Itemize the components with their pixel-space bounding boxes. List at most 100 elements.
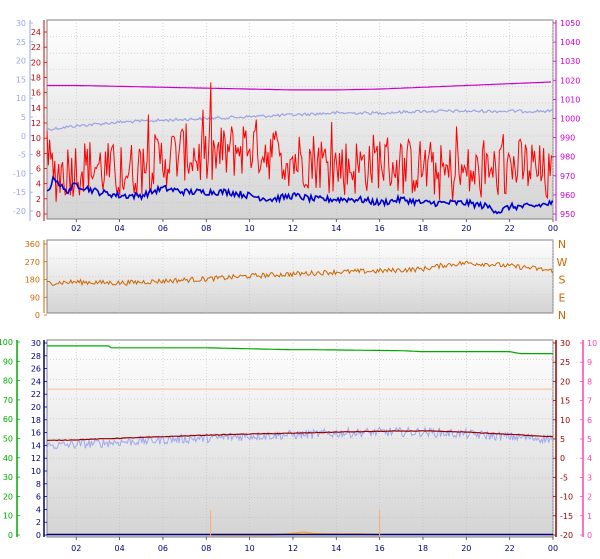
rain-tick-label: 28 [31,352,41,361]
time-label: 04 [115,224,125,233]
bottom-time-label: 08 [201,544,211,553]
wind-tick-label: 6 [36,165,41,174]
rain-tick-label: 6 [36,493,41,502]
bottom-time-label: 06 [158,544,168,553]
time-label: 14 [331,224,341,233]
series-humidity-line [47,345,553,355]
bottom-time-label: 12 [288,544,298,553]
direction-tick-label: 360 [25,240,40,249]
uv-tick-label: 5 [587,435,592,444]
time-label: 06 [158,224,168,233]
bottom-time-label: 18 [418,544,428,553]
outer-left-tick-label: -20 [13,207,26,216]
bottom-time-label: 10 [245,544,255,553]
uv-tick-label: 2 [587,493,592,502]
series-temperature-c-line [46,430,554,442]
uv-tick-label: 7 [587,397,592,406]
temperature-tick-label: -15 [560,512,573,521]
bottom-time-label: 14 [331,544,341,553]
series-direction-line [47,260,553,287]
humidity-panel [46,339,554,538]
rain-tick-label: 24 [31,377,41,386]
uv-tick-label: 1 [587,512,592,521]
temperature-tick-label: 10 [560,416,570,425]
bottom-time-label: 16 [375,544,385,553]
humidity-tick-label: 90 [3,357,13,366]
outer-left-tick-label: -15 [13,188,26,197]
humidity-tick-label: 40 [3,454,13,463]
series-barometer-line [47,81,552,91]
uv-tick-label: 9 [587,358,592,367]
time-label: 08 [201,224,211,233]
uv-tick-label: 0 [587,531,592,540]
outer-left-tick-label: -5 [18,151,26,160]
compass-label: S [559,274,566,287]
temperature-tick-label: -10 [560,493,573,502]
direction-tick-label: 270 [25,258,40,267]
temperature-tick-label: 25 [560,358,570,367]
barometer-tick-label: 1030 [560,57,580,66]
wind-tick-label: 8 [36,149,41,158]
time-label: 18 [418,224,428,233]
series-windspeed-line [46,82,554,202]
temperature-tick-label: 15 [560,397,570,406]
outer-left-tick-label: 25 [16,38,26,47]
outer-left-tick-label: -10 [13,169,26,178]
wind-tick-label: 10 [31,134,41,143]
direction-tick-label: 90 [30,293,40,302]
compass-label: N [558,238,566,251]
direction-tick-label: 0 [35,311,40,320]
time-label: 16 [375,224,385,233]
barometer-tick-label: 1020 [560,76,580,85]
humidity-tick-label: 80 [3,377,13,386]
bottom-time-label: 04 [115,544,125,553]
rain-tick-label: 18 [31,416,41,425]
uv-tick-label: 8 [587,377,592,386]
wind-tick-label: 22 [31,43,41,52]
rain-tick-label: 2 [36,518,41,527]
uv-tick-label: 6 [587,416,592,425]
wind-tick-label: 20 [31,58,41,67]
temperature-tick-label: -5 [560,473,568,482]
wind-tick-label: 12 [31,119,41,128]
humidity-tick-label: 50 [3,435,13,444]
temperature-tick-label: 0 [560,454,565,463]
wind-tick-label: 24 [31,28,41,37]
temperature-tick-label: 5 [560,435,565,444]
barometer-tick-label: 970 [560,172,575,181]
bottom-time-label: 22 [505,544,515,553]
rain-tick-label: 14 [31,441,41,450]
wind-tick-label: 0 [36,210,41,219]
time-label: 02 [71,224,81,233]
barometer-tick-label: 980 [560,153,575,162]
wind-tick-label: 14 [31,104,41,113]
barometer-tick-label: 1050 [560,19,580,28]
uv-tick-label: 10 [587,339,597,348]
rain-tick-label: 10 [31,467,41,476]
temperature-tick-label: -20 [560,531,573,540]
series-wind-average-line [46,175,554,215]
rain-tick-label: 30 [31,339,41,348]
barometer-tick-label: 1040 [560,38,580,47]
outer-left-tick-label: 20 [16,57,26,66]
humidity-tick-label: 30 [3,473,13,482]
rain-tick-label: 26 [31,365,41,374]
humidity-tick-label: 60 [3,415,13,424]
outer-left-tick-label: 30 [16,19,26,28]
humidity-tick-label: 70 [3,396,13,405]
uv-tick-label: 4 [587,454,592,463]
rain-tick-label: 16 [31,429,41,438]
rain-tick-label: 12 [31,454,41,463]
outer-left-tick-label: 15 [16,75,26,84]
compass-label: N [558,309,566,322]
rain-tick-label: 22 [31,390,41,399]
compass-label: W [557,256,568,269]
bottom-time-label: 02 [71,544,81,553]
barometer-tick-label: 960 [560,191,575,200]
bottom-time-label: 20 [461,544,471,553]
barometer-tick-label: 950 [560,210,575,219]
time-label: 22 [505,224,515,233]
barometer-tick-label: 1000 [560,115,580,124]
temperature-tick-label: 20 [560,377,570,386]
